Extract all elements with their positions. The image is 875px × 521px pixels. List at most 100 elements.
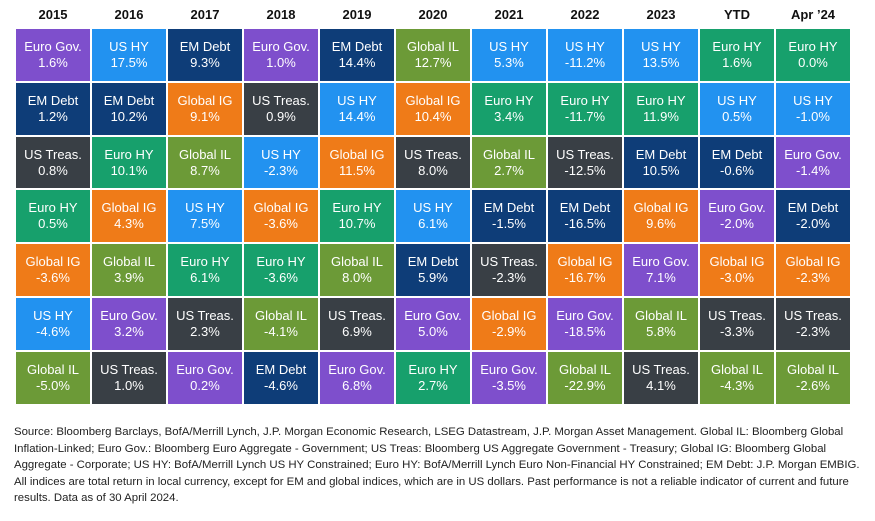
return-cell: US Treas. -2.3% [775, 297, 851, 351]
asset-return: 14.4% [338, 55, 376, 70]
asset-name: Euro Gov. [176, 361, 234, 377]
return-cell: Global IG 4.3% [91, 189, 167, 244]
asset-name: US HY [261, 146, 301, 162]
asset-return: -3.3% [720, 324, 754, 339]
return-cell: Global IG 10.4% [395, 81, 471, 136]
asset-return: 3.4% [494, 108, 524, 124]
asset-return: 6.8% [342, 377, 372, 393]
asset-name: Global IG [785, 254, 841, 270]
asset-name: Euro HY [636, 92, 686, 108]
return-cell: US Treas. 4.1% [623, 350, 699, 405]
return-cell: Euro HY 10.1% [91, 135, 167, 190]
asset-return: -1.4% [796, 162, 830, 178]
asset-return: 8.7% [190, 162, 220, 178]
asset-name: US Treas. [100, 361, 158, 377]
return-cell: Global IG -3.6% [15, 243, 91, 297]
asset-return: -1.5% [492, 216, 526, 232]
asset-return: 5.8% [646, 324, 676, 339]
asset-name: US HY [641, 39, 681, 54]
return-cell: US Treas. 8.0% [395, 135, 471, 190]
return-cell: EM Debt 14.4% [319, 28, 395, 82]
return-cell: Euro HY 1.6% [699, 28, 775, 82]
asset-return: 0.0% [798, 55, 828, 70]
asset-name: EM Debt [179, 39, 231, 54]
return-cell: US Treas. -3.3% [699, 297, 775, 351]
return-cell: Global IL -5.0% [15, 350, 91, 405]
return-cell: US HY 14.4% [319, 81, 395, 136]
asset-name: US HY [413, 200, 453, 216]
asset-return: -2.3% [796, 270, 830, 286]
asset-return: 0.5% [38, 216, 68, 232]
asset-name: Global IG [709, 254, 765, 270]
asset-name: Euro Gov. [708, 200, 766, 216]
return-cell: Global IG 9.6% [623, 189, 699, 244]
return-cell: EM Debt -16.5% [547, 189, 623, 244]
return-cell: US HY 7.5% [167, 189, 243, 244]
return-cell: Global IL -22.9% [547, 350, 623, 405]
asset-return: -0.6% [720, 162, 754, 178]
asset-name: Euro HY [256, 254, 306, 270]
asset-return: 10.4% [414, 108, 452, 124]
asset-return: 8.0% [418, 162, 448, 178]
asset-return: 6.1% [190, 270, 220, 286]
asset-name: US Treas. [784, 308, 842, 323]
return-cell: US HY -4.6% [15, 297, 91, 351]
asset-name: EM Debt [407, 254, 459, 270]
asset-name: US HY [565, 39, 605, 54]
asset-name: Euro Gov. [328, 361, 386, 377]
asset-return: 2.7% [418, 377, 448, 393]
return-cell: Global IG -3.0% [699, 243, 775, 297]
asset-return: 17.5% [110, 55, 148, 70]
asset-name: US Treas. [404, 146, 462, 162]
asset-name: Global IL [26, 361, 80, 377]
return-cell: Euro Gov. 6.8% [319, 350, 395, 405]
asset-return: 10.2% [110, 108, 148, 124]
asset-return: 11.5% [339, 162, 375, 178]
asset-name: EM Debt [483, 200, 535, 216]
return-cell: Global IL 2.7% [471, 135, 547, 190]
return-cell: Euro Gov. -18.5% [547, 297, 623, 351]
asset-return: -4.6% [36, 324, 70, 339]
asset-return: 0.2% [190, 377, 220, 393]
asset-return: 13.5% [642, 55, 680, 70]
asset-return: -3.6% [36, 270, 70, 286]
return-cell: US Treas. 6.9% [319, 297, 395, 351]
return-cell: EM Debt -4.6% [243, 350, 319, 405]
asset-name: US HY [337, 92, 377, 108]
asset-name: EM Debt [787, 200, 839, 216]
asset-return: 5.3% [494, 55, 524, 70]
asset-name: US HY [717, 92, 757, 108]
asset-name: Global IG [405, 92, 461, 108]
return-cell: US Treas. -12.5% [547, 135, 623, 190]
asset-name: EM Debt [331, 39, 383, 54]
asset-name: EM Debt [103, 92, 155, 108]
asset-name: Euro HY [560, 92, 610, 108]
asset-name: US HY [185, 200, 225, 216]
asset-name: Global IG [25, 254, 81, 270]
asset-return: -18.5% [564, 324, 606, 339]
asset-return: 3.2% [114, 324, 144, 339]
return-cell: US Treas. 0.9% [243, 81, 319, 136]
return-cell: Global IL 5.8% [623, 297, 699, 351]
asset-return: 4.3% [114, 216, 144, 232]
asset-name: Global IG [633, 200, 689, 216]
asset-return: 0.5% [722, 108, 752, 124]
column-header: 2016 [114, 7, 144, 22]
return-cell: Euro HY 10.7% [319, 189, 395, 244]
asset-name: Euro HY [408, 361, 458, 377]
return-cell: Euro HY 2.7% [395, 350, 471, 405]
asset-return: 10.1% [110, 162, 148, 178]
asset-return: -2.3% [796, 324, 830, 339]
return-cell: EM Debt 5.9% [395, 243, 471, 297]
asset-name: Euro Gov. [404, 308, 462, 323]
return-cell: US HY -2.3% [243, 135, 319, 190]
asset-name: Euro Gov. [100, 308, 158, 323]
return-cell: EM Debt -1.5% [471, 189, 547, 244]
asset-name: US HY [793, 92, 833, 108]
return-cell: US HY 17.5% [91, 28, 167, 82]
asset-name: Euro Gov. [632, 254, 690, 270]
asset-name: Euro HY [332, 200, 382, 216]
asset-name: Euro Gov. [556, 308, 614, 323]
column-header: 2022 [570, 7, 600, 22]
